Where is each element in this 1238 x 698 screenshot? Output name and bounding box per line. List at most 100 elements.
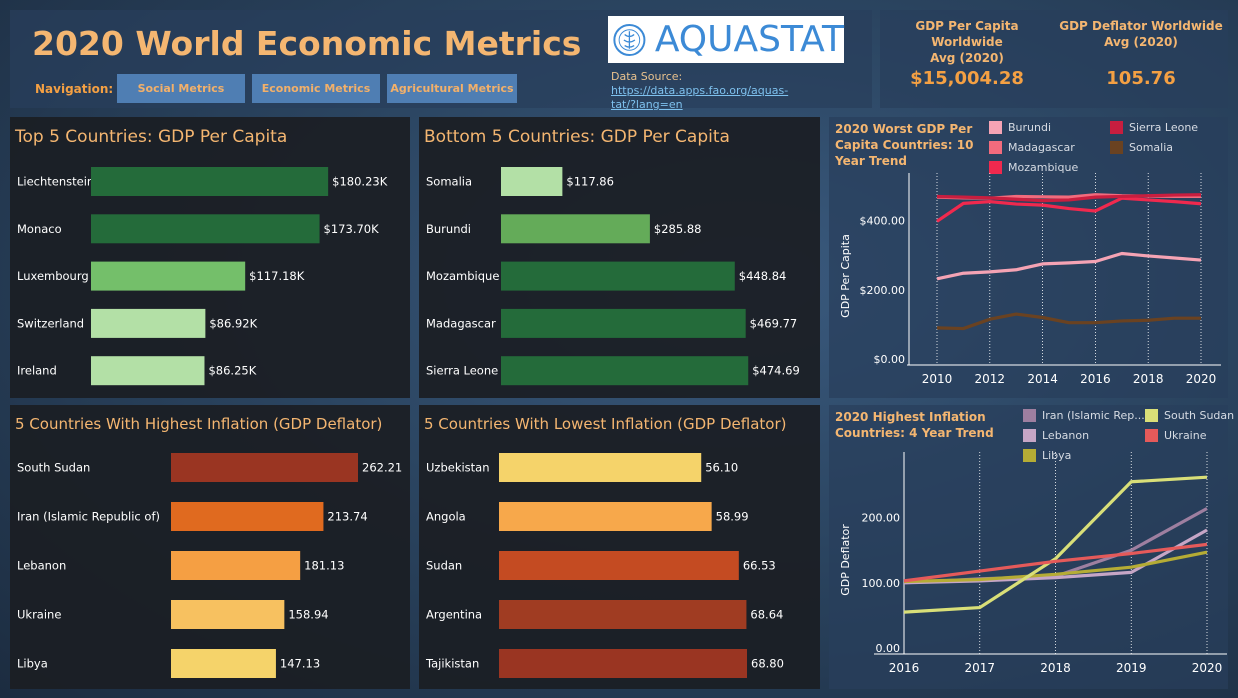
aquastat-logo[interactable]: AQUASTAT [608,16,844,63]
bottom5-gdp-bar[interactable] [501,214,650,244]
highest-inflation-series-line[interactable] [903,542,1208,583]
worst-gdp-legend-swatch [989,141,1002,154]
high-inflation-value-label: 181.13 [304,559,344,573]
worst-gdp-y-tick-label: $400.00 [860,215,906,228]
low-inflation-bar[interactable] [499,453,702,482]
nav-button-agricultural-metrics[interactable]: Agricultural Metrics [387,74,517,103]
worst-gdp-legend-item[interactable]: Sierra Leone [1110,121,1198,134]
bottom5-gdp-value-label: $474.69 [752,364,800,378]
data-source-link-line1: https://data.apps.fao.org/aquas- [611,84,789,97]
low-inflation-chart: Uzbekistan 56.10 Angola 58.99 Sudan 66.53 Arge… [425,453,784,678]
highest-inflation-legend-swatch [1145,409,1158,422]
bottom5-gdp-panel: Bottom 5 Countries: GDP Per Capita Somal… [419,117,820,398]
highest-inflation-legend-item[interactable]: Iran (Islamic Rep... [1023,409,1145,422]
worst-gdp-series-line[interactable] [936,251,1202,281]
highest-inflation-legend-item[interactable]: Libya [1023,449,1071,462]
highest-inflation-legend-item[interactable]: Ukraine [1145,429,1206,442]
nav-button-social-metrics[interactable]: Social Metrics [117,74,245,103]
high-inflation-bar[interactable] [171,502,324,531]
worst-gdp-legend-item[interactable]: Madagascar [989,141,1075,154]
worst-gdp-x-tick-label: 2010 [922,372,953,386]
highest-inflation-legend-item[interactable]: South Sudan [1145,409,1234,422]
page-title: 2020 World Economic Metrics [32,24,582,63]
low-inflation-panel: 5 Countries With Lowest Inflation (GDP D… [419,405,820,689]
top5-gdp-value-label: $180.23K [332,175,388,189]
worst-gdp-x-tick-label: 2020 [1186,372,1217,386]
fao-logo-icon [613,23,646,56]
low-inflation-bar[interactable] [499,551,739,580]
bottom5-gdp-category-label: Burundi [426,222,471,236]
top5-gdp-category-label: Ireland [17,364,57,378]
low-inflation-bar[interactable] [499,600,747,629]
high-inflation-bar[interactable] [171,551,301,580]
high-inflation-category-label: Lebanon [17,559,66,573]
bottom5-gdp-bar[interactable] [501,167,563,196]
low-inflation-value-label: 56.10 [705,461,738,475]
low-inflation-title: 5 Countries With Lowest Inflation (GDP D… [424,415,787,433]
low-inflation-bar[interactable] [499,649,747,678]
highest-inflation-legend-swatch [1023,449,1036,462]
highest-inflation-x-tick-label: 2019 [1116,661,1147,675]
low-inflation-bar[interactable] [499,502,712,531]
logo-text: AQUASTAT [654,19,844,60]
worst-gdp-trend-chart: 2010 2012 2014 2016 2018 2020 $0.00 $200.00 $400… [839,173,1221,386]
worst-gdp-series-line[interactable] [936,312,1201,331]
worst-gdp-legend-item[interactable]: Mozambique [989,161,1078,174]
data-source-link[interactable]: https://data.apps.fao.org/aquas-tat/?lan… [611,84,788,111]
worst-gdp-legend-label: Mozambique [1008,161,1079,174]
highest-inflation-legend-label: Lebanon [1042,429,1090,442]
bottom5-gdp-bar[interactable] [501,261,735,291]
worst-gdp-series-line[interactable] [936,193,1202,203]
high-inflation-category-label: Libya [17,657,48,671]
worst-gdp-x-tick-label: 2012 [975,372,1006,386]
bottom5-gdp-category-label: Sierra Leone [426,364,498,378]
top5-gdp-chart: Liechtenstein $180.23K Monaco $173.70K Luxem… [17,167,388,386]
highest-inflation-legend-item[interactable]: Lebanon [1023,429,1089,442]
worst-gdp-trend-panel: 2020 Worst GDP Per Capita Countries: 10 … [829,117,1228,398]
top5-gdp-value-label: $86.25K [208,364,256,378]
highest-inflation-series-line[interactable] [903,475,1208,614]
high-inflation-panel: 5 Countries With Highest Inflation (GDP … [10,405,410,689]
bottom5-gdp-category-label: Somalia [426,175,472,189]
highest-inflation-series-line[interactable] [903,550,1208,584]
high-inflation-bar[interactable] [171,649,276,678]
bottom5-gdp-value-label: $285.88 [654,222,702,236]
highest-inflation-y-tick-label: 0.00 [876,642,901,655]
worst-gdp-y-tick-label: $0.00 [874,353,906,366]
high-inflation-bar[interactable] [171,600,285,629]
top5-gdp-bar[interactable] [91,167,329,196]
highest-inflation-x-tick-label: 2018 [1040,661,1071,675]
header-panel: 2020 World Economic Metrics Navigation: … [10,10,872,111]
highest-inflation-x-tick-label: 2016 [889,661,920,675]
worst-gdp-series-line[interactable] [936,196,1202,223]
nav-button-economic-metrics[interactable]: Economic Metrics [252,74,380,103]
highest-inflation-trend-panel: 2020 Highest Inflation Countries: 4 Year… [829,405,1234,689]
top5-gdp-bar[interactable] [91,356,205,386]
highest-inflation-legend-label: South Sudan [1164,409,1235,422]
highest-inflation-legend-label: Libya [1042,449,1072,462]
navigation-label: Navigation: [35,82,114,96]
high-inflation-category-label: Ukraine [17,608,61,622]
high-inflation-value-label: 158.94 [288,608,328,622]
top5-gdp-category-label: Monaco [17,222,62,236]
top5-gdp-bar[interactable] [91,308,206,338]
high-inflation-bar[interactable] [171,453,358,482]
top5-gdp-bar[interactable] [91,261,246,291]
data-source-link-line2: tat/?lang=en [611,98,683,111]
worst-gdp-trend-title: 2020 Worst GDP Per Capita Countries: 10 … [835,122,974,168]
low-inflation-category-label: Uzbekistan [426,461,490,475]
bottom5-gdp-value-label: $469.77 [750,316,798,330]
top5-gdp-category-label: Liechtenstein [17,175,94,189]
worst-gdp-legend-item[interactable]: Burundi [989,121,1051,134]
kpi-value-gdp-per-capita: $15,004.28 [910,68,1024,89]
top5-gdp-bar[interactable] [91,214,320,244]
top5-gdp-value-label: $173.70K [324,222,380,236]
top5-gdp-category-label: Luxembourg [17,269,89,283]
high-inflation-title: 5 Countries With Highest Inflation (GDP … [15,415,383,433]
bottom5-gdp-bar[interactable] [501,308,746,338]
low-inflation-category-label: Angola [426,510,466,524]
data-source: Data Source: https://data.apps.fao.org/a… [611,70,861,112]
high-inflation-category-label: South Sudan [17,461,90,475]
bottom5-gdp-bar[interactable] [501,356,749,386]
worst-gdp-legend-item[interactable]: Somalia [1110,141,1173,154]
